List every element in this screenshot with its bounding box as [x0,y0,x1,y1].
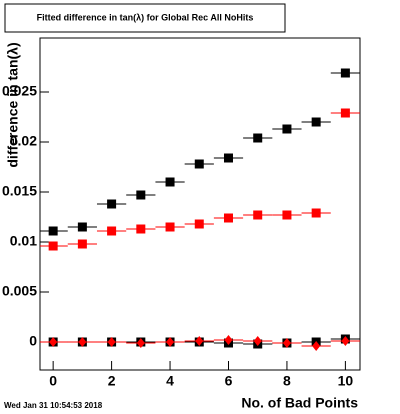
point [107,199,117,209]
point [340,68,350,78]
y-tick-label: 0.015 [2,183,37,199]
point [136,338,145,348]
x-tick-label: 6 [225,373,233,389]
point [107,226,117,236]
chart-title: Fitted difference in tan(λ) for Global R… [37,12,254,22]
point [253,133,263,143]
point [224,335,233,345]
point [49,337,58,347]
point [165,177,175,187]
title-box [4,3,286,33]
point [194,219,204,229]
point [166,337,175,347]
point [48,241,58,251]
point [195,336,204,346]
point [311,208,321,218]
plot-frame [39,37,361,371]
y-tick-label: 0.02 [10,133,37,149]
x-tick-label: 8 [283,373,291,389]
point [165,222,175,232]
x-tick-label: 4 [166,373,174,389]
point [253,210,263,220]
point [282,210,292,220]
timestamp: Wed Jan 31 10:54:53 2018 [4,401,103,410]
point [223,153,233,163]
y-tick-label: 0.005 [2,283,37,299]
x-tick-label: 2 [108,373,116,389]
point [78,337,87,347]
point [311,117,321,127]
y-tick-label: 0.025 [2,83,37,99]
point [340,108,350,118]
y-axis-label: difference in tan(λ) [5,42,21,167]
point [48,226,58,236]
point [312,341,321,351]
point [253,336,262,346]
x-tick-label: 10 [338,373,354,389]
point [282,338,291,348]
point [136,190,146,200]
point [107,337,116,347]
point [194,159,204,169]
point [223,213,233,223]
y-tick-label: 0 [29,333,37,349]
point [77,239,87,249]
point [282,124,292,134]
point [341,336,350,346]
point [77,222,87,232]
x-axis-label: No. of Bad Points [241,395,358,411]
y-tick-label: 0.01 [10,233,37,249]
point [136,224,146,234]
x-tick-label: 0 [49,373,57,389]
